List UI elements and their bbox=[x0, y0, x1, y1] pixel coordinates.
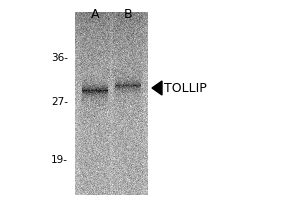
Text: TOLLIP: TOLLIP bbox=[164, 82, 207, 95]
Text: A: A bbox=[91, 8, 99, 21]
Text: 19-: 19- bbox=[51, 155, 68, 165]
Text: 36-: 36- bbox=[51, 53, 68, 63]
Polygon shape bbox=[152, 81, 162, 95]
Text: 27-: 27- bbox=[51, 97, 68, 107]
Text: B: B bbox=[124, 8, 132, 21]
